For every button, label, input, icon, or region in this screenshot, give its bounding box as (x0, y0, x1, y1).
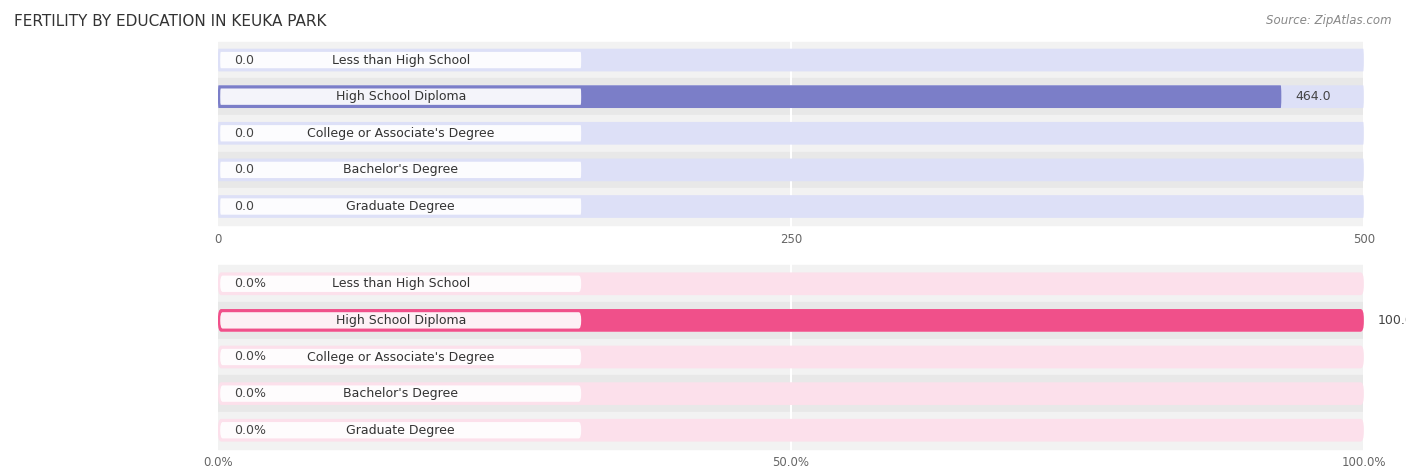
Text: College or Associate's Degree: College or Associate's Degree (307, 350, 495, 364)
Text: Less than High School: Less than High School (332, 277, 470, 290)
FancyBboxPatch shape (218, 309, 1364, 332)
Text: 0.0%: 0.0% (233, 424, 266, 437)
Text: Bachelor's Degree: Bachelor's Degree (343, 387, 458, 400)
FancyBboxPatch shape (221, 198, 581, 215)
FancyBboxPatch shape (221, 349, 581, 365)
Text: 0.0: 0.0 (233, 53, 254, 67)
Text: Less than High School: Less than High School (332, 53, 470, 67)
Text: 464.0: 464.0 (1295, 90, 1330, 103)
Text: 0.0: 0.0 (233, 200, 254, 213)
FancyBboxPatch shape (221, 276, 581, 292)
Bar (218, 302, 1364, 339)
Text: Graduate Degree: Graduate Degree (346, 424, 456, 437)
Text: Source: ZipAtlas.com: Source: ZipAtlas.com (1267, 14, 1392, 27)
FancyBboxPatch shape (221, 52, 581, 68)
Bar (218, 266, 1364, 302)
Text: 0.0: 0.0 (233, 127, 254, 140)
FancyBboxPatch shape (218, 159, 1364, 181)
FancyBboxPatch shape (218, 85, 1364, 108)
FancyBboxPatch shape (218, 382, 1364, 405)
FancyBboxPatch shape (218, 49, 1364, 71)
Text: 100.0%: 100.0% (1378, 314, 1406, 327)
Text: 0.0%: 0.0% (233, 350, 266, 364)
Text: 0.0: 0.0 (233, 163, 254, 177)
FancyBboxPatch shape (218, 122, 1364, 145)
FancyBboxPatch shape (221, 162, 581, 178)
Bar (218, 79, 1364, 115)
FancyBboxPatch shape (221, 422, 581, 438)
Text: High School Diploma: High School Diploma (336, 314, 465, 327)
FancyBboxPatch shape (221, 89, 581, 105)
Bar (218, 42, 1364, 79)
Text: 0.0%: 0.0% (233, 387, 266, 400)
Text: FERTILITY BY EDUCATION IN KEUKA PARK: FERTILITY BY EDUCATION IN KEUKA PARK (14, 14, 326, 30)
Text: 0.0%: 0.0% (233, 277, 266, 290)
FancyBboxPatch shape (221, 386, 581, 402)
Bar (218, 188, 1364, 225)
FancyBboxPatch shape (221, 312, 581, 328)
Bar (218, 115, 1364, 151)
Text: High School Diploma: High School Diploma (336, 90, 465, 103)
Text: Graduate Degree: Graduate Degree (346, 200, 456, 213)
FancyBboxPatch shape (218, 85, 1281, 108)
Bar (218, 375, 1364, 412)
FancyBboxPatch shape (218, 309, 1364, 332)
Bar (218, 151, 1364, 188)
FancyBboxPatch shape (218, 419, 1364, 442)
Bar (218, 412, 1364, 448)
FancyBboxPatch shape (218, 195, 1364, 218)
Bar (218, 339, 1364, 375)
FancyBboxPatch shape (218, 272, 1364, 295)
Text: College or Associate's Degree: College or Associate's Degree (307, 127, 495, 140)
FancyBboxPatch shape (218, 346, 1364, 368)
Text: Bachelor's Degree: Bachelor's Degree (343, 163, 458, 177)
FancyBboxPatch shape (221, 125, 581, 141)
